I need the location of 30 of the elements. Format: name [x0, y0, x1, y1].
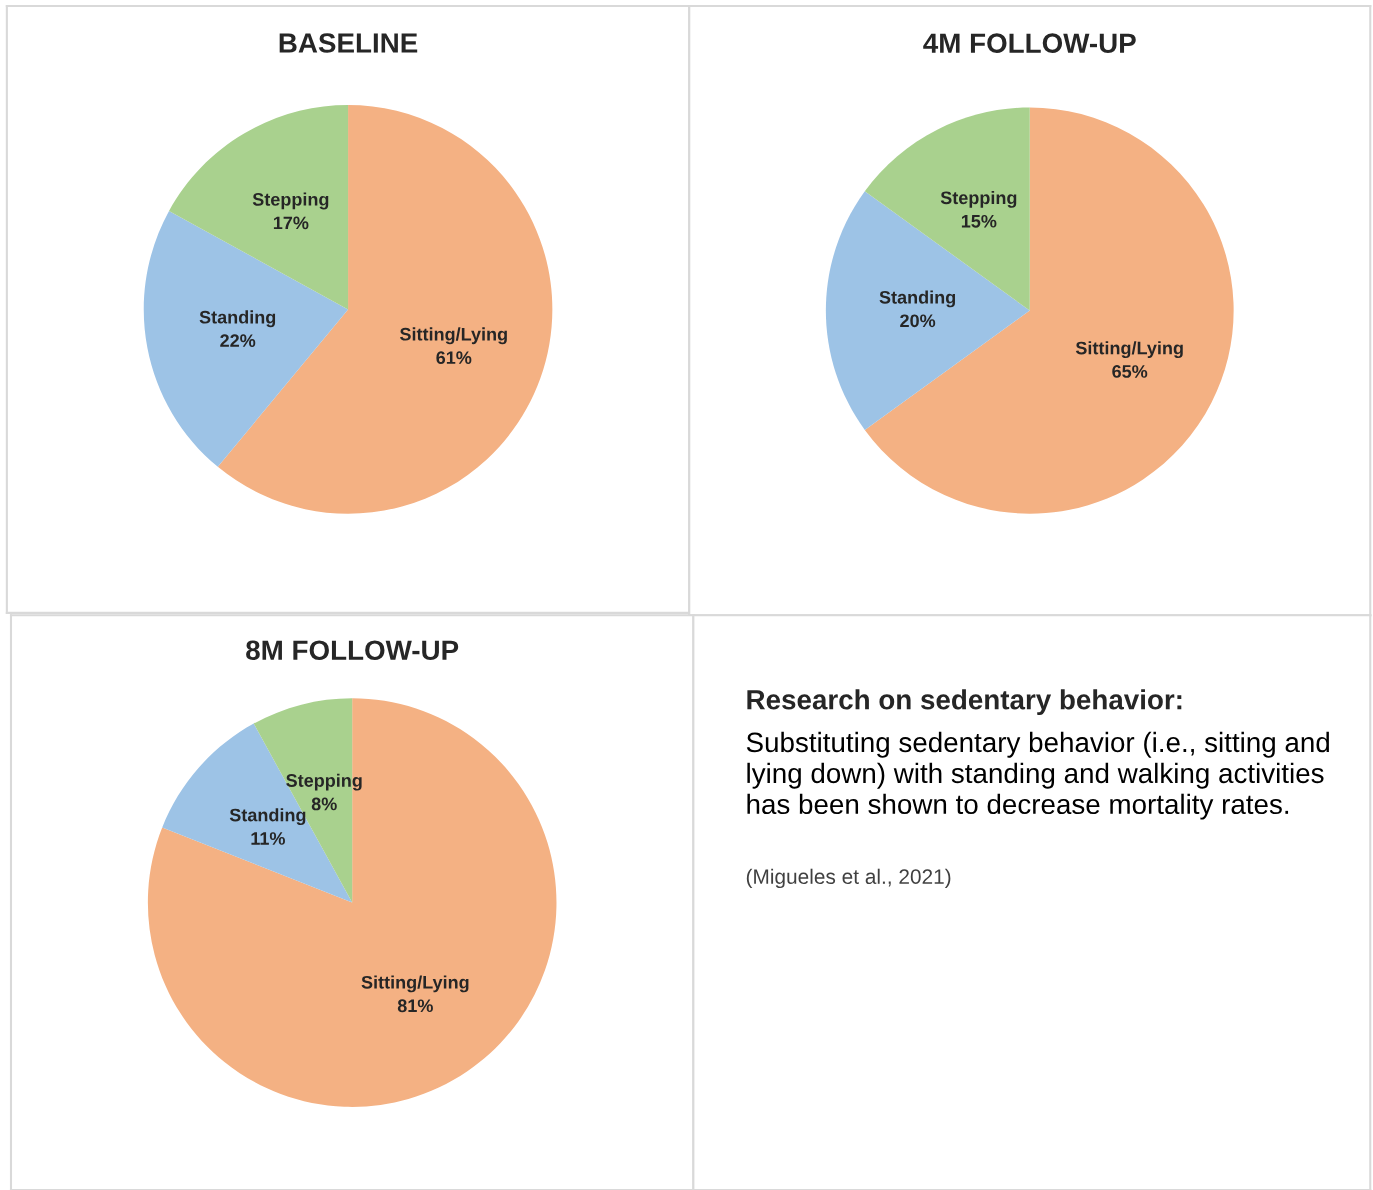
- slice-label: Standing: [229, 808, 306, 826]
- pie-slice: [864, 107, 1030, 311]
- pie-slice: [825, 191, 1030, 430]
- data-label: 20%: [900, 314, 936, 328]
- data-label: 65%: [1112, 365, 1148, 378]
- data-label: 17%: [273, 216, 309, 230]
- data-label: 22%: [220, 334, 256, 347]
- slice-label: Standing: [879, 290, 956, 308]
- chart-title: 4M FOLLOW-UP: [923, 33, 1136, 54]
- data-label: 11%: [251, 832, 285, 845]
- text: Research on sedentary behavior:: [747, 689, 1182, 716]
- slice-label: Stepping: [252, 192, 329, 210]
- slice-label: Sitting/Lying: [361, 975, 469, 993]
- slice-label: Sitting/Lying: [399, 327, 507, 345]
- data-label: 81%: [397, 999, 433, 1013]
- data-label: 15%: [961, 214, 997, 228]
- data-label: 8%: [311, 797, 337, 811]
- pie-slice: [169, 105, 349, 310]
- slice-label: Standing: [199, 310, 276, 328]
- slice-label: Sitting/Lying: [1075, 341, 1183, 359]
- chart-title: BASELINE: [279, 33, 418, 53]
- text: (Migueles et al., 2021): [746, 868, 951, 889]
- slice-label: Stepping: [286, 773, 362, 791]
- pie-slice: [143, 210, 349, 467]
- data-label: 61%: [436, 351, 472, 365]
- pie-slice: [864, 107, 1234, 514]
- pie-slice: [147, 698, 557, 1107]
- slice-label: Stepping: [940, 190, 1017, 208]
- text: Substituting sedentary behavior (i.e., sitting and lying down) with standing and walking activities has been shown to decrease mortality rates.: [746, 731, 1329, 820]
- chart-title: 8M FOLLOW-UP: [246, 640, 459, 661]
